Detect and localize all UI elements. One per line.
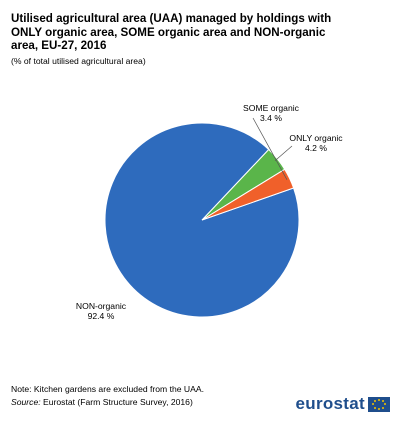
pie-slice-non-organic [104,122,300,318]
eu-flag-icon [368,396,390,412]
source-label: Source: [11,397,41,407]
slice-label-only-organic: ONLY organic [289,133,343,143]
chart-subtitle: (% of total utilised agricultural area) [11,56,146,66]
logo-text: eurostat [295,394,365,413]
slice-value-non-organic: 92.4 % [88,311,115,321]
eurostat-logo: eurostat [296,394,390,414]
slice-label-some-organic: SOME organic [243,103,300,113]
footnote: Note: Kitchen gardens are excluded from … [11,383,204,409]
footnote-source: Source: Eurostat (Farm Structure Survey,… [11,396,204,409]
leader-line-some-organic [252,117,288,180]
pie-slice-some-organic [201,168,295,221]
slice-value-only-organic: 4.2 % [305,143,327,153]
leader-line-only-organic [274,145,293,162]
source-text: Eurostat (Farm Structure Survey, 2016) [40,397,193,407]
chart-title: Utilised agricultural area (UAA) managed… [11,12,332,52]
slice-label-non-organic: NON-organic [76,301,127,311]
footnote-note: Note: Kitchen gardens are excluded from … [11,384,204,394]
slice-value-some-organic: 3.4 % [260,113,282,123]
